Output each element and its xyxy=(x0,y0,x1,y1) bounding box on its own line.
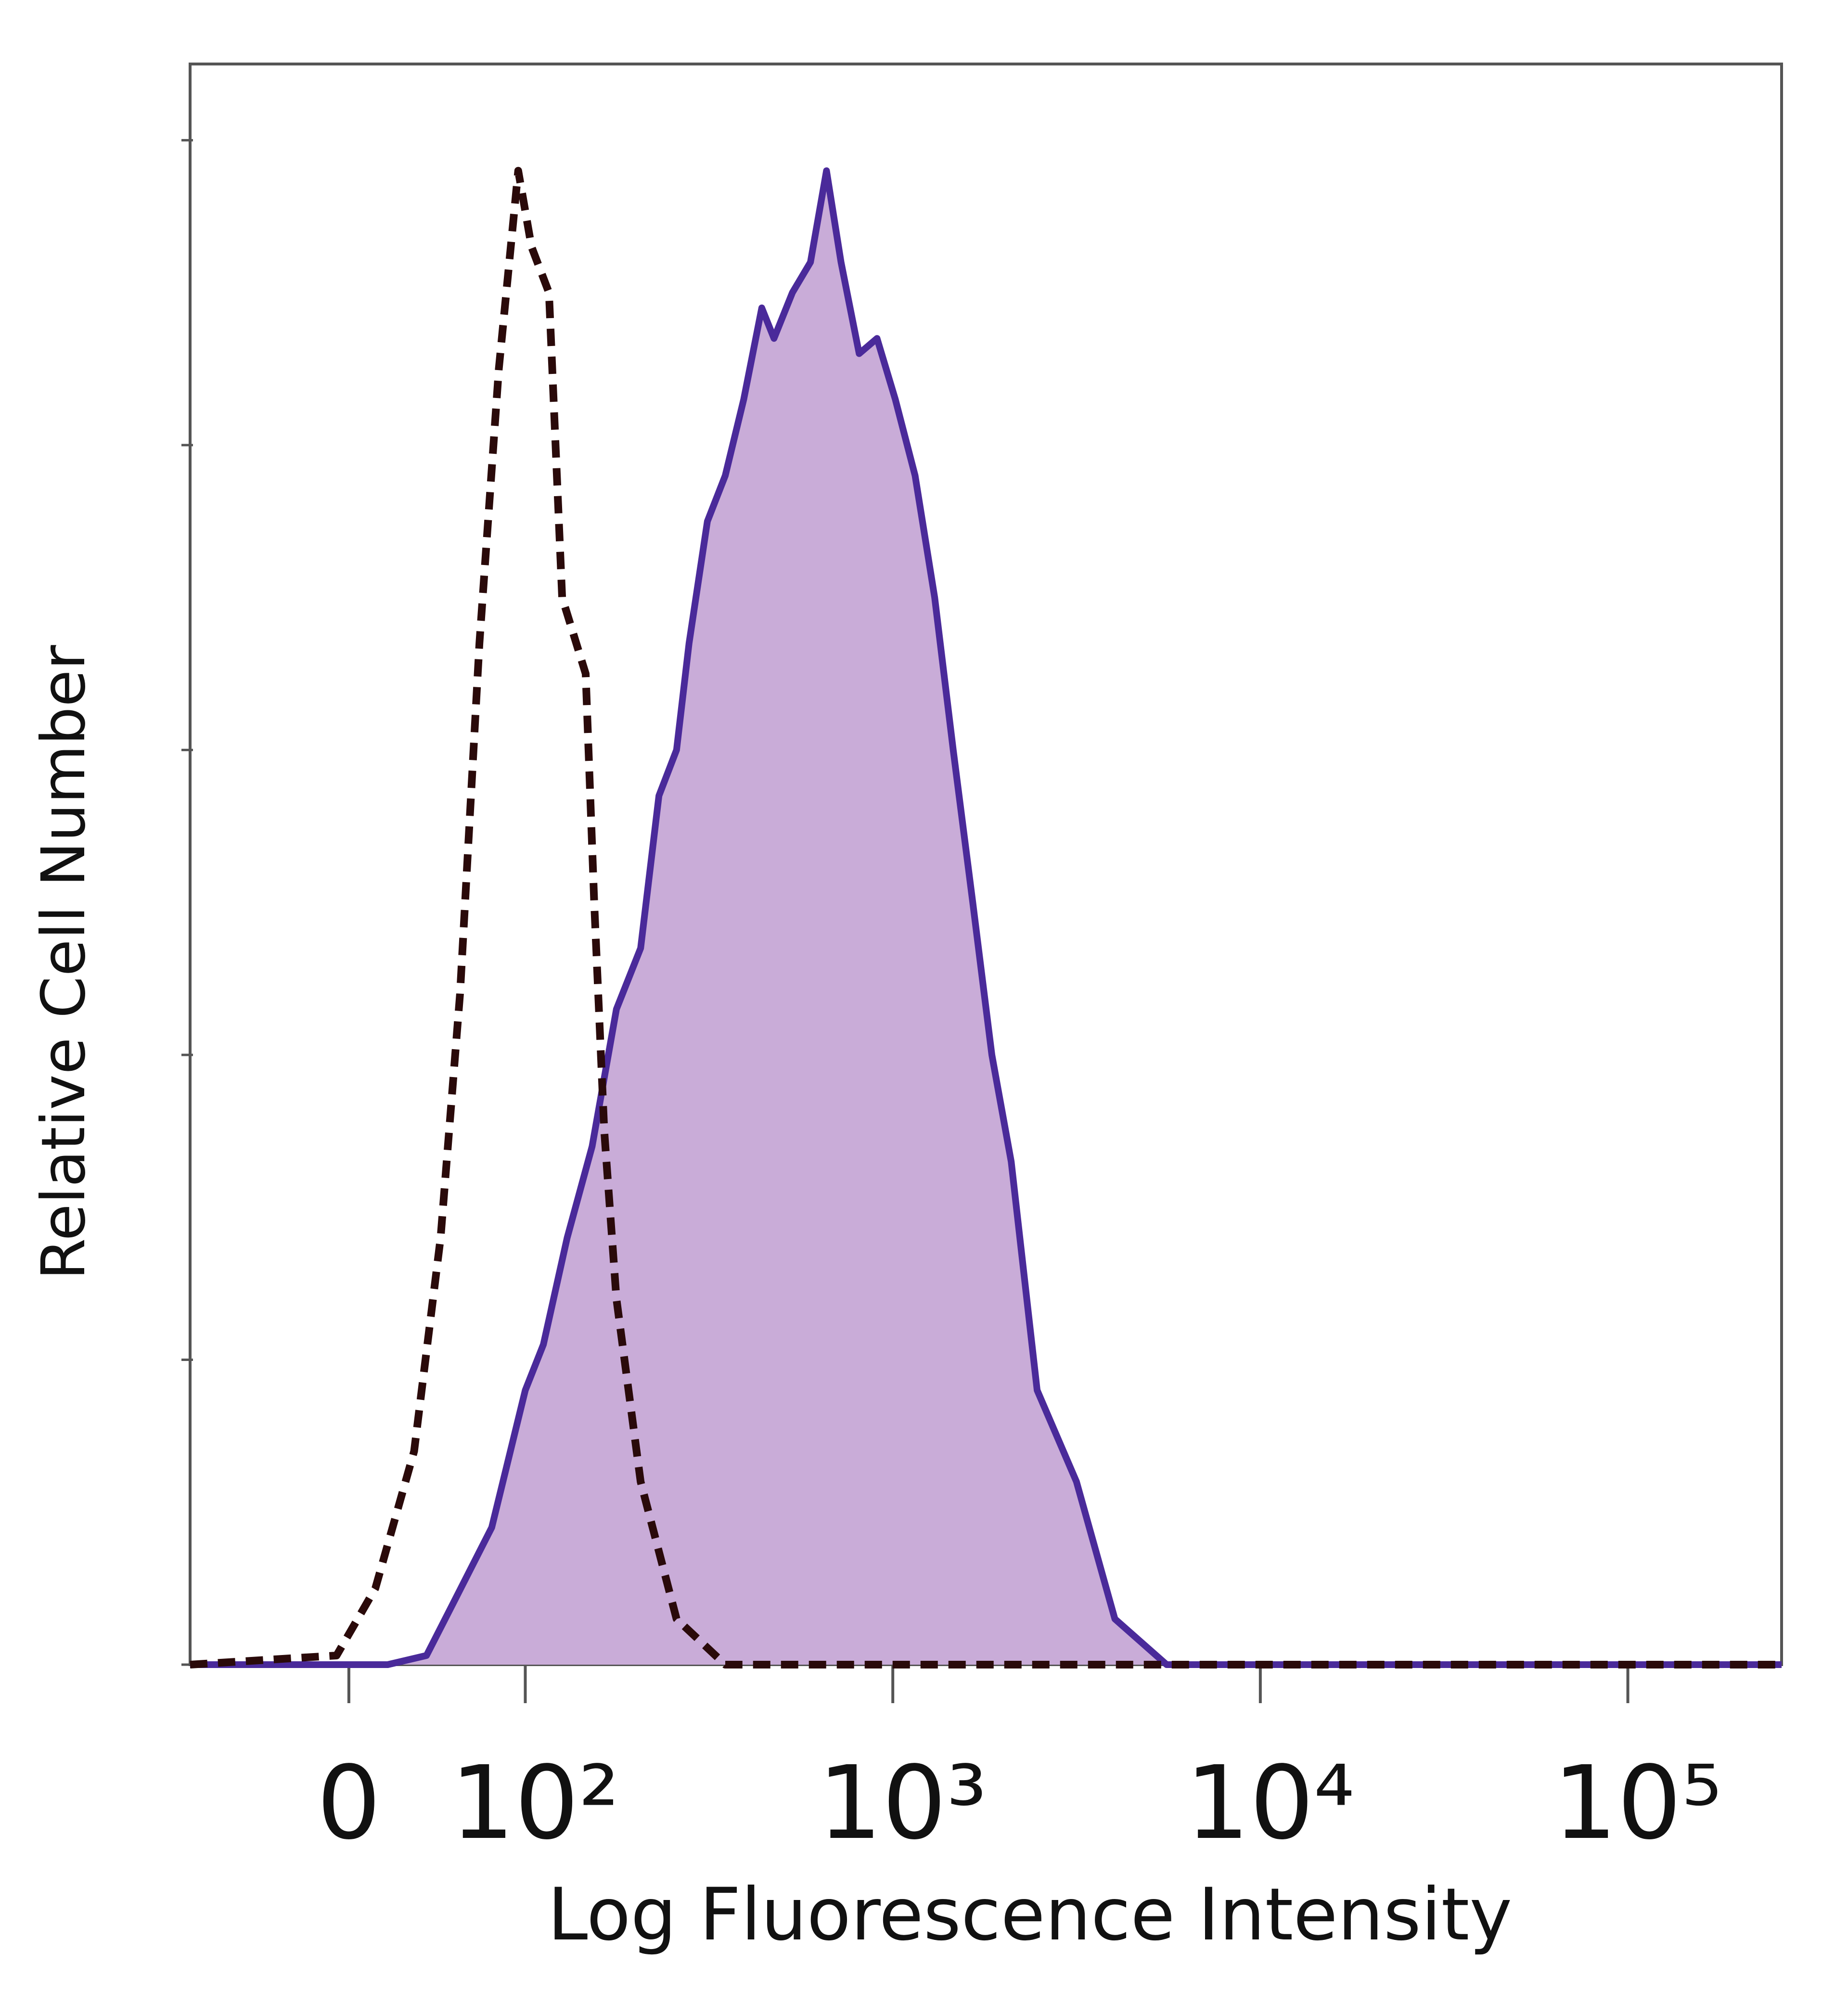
x-tick-label: 10³ xyxy=(818,1744,987,1862)
y-axis-title: Relative Cell Number xyxy=(29,645,99,1280)
x-tick-label: 10² xyxy=(450,1744,619,1862)
x-tick-label: 10⁵ xyxy=(1553,1744,1722,1862)
histogram-area xyxy=(190,170,1782,1665)
x-tick-label: 10⁴ xyxy=(1185,1744,1354,1862)
histogram-line xyxy=(190,167,1782,1668)
histogram-line xyxy=(190,167,1782,1668)
x-tick-label: 0 xyxy=(317,1744,381,1862)
x-axis-title: Log Fluorescence Intensity xyxy=(548,1873,1512,1957)
